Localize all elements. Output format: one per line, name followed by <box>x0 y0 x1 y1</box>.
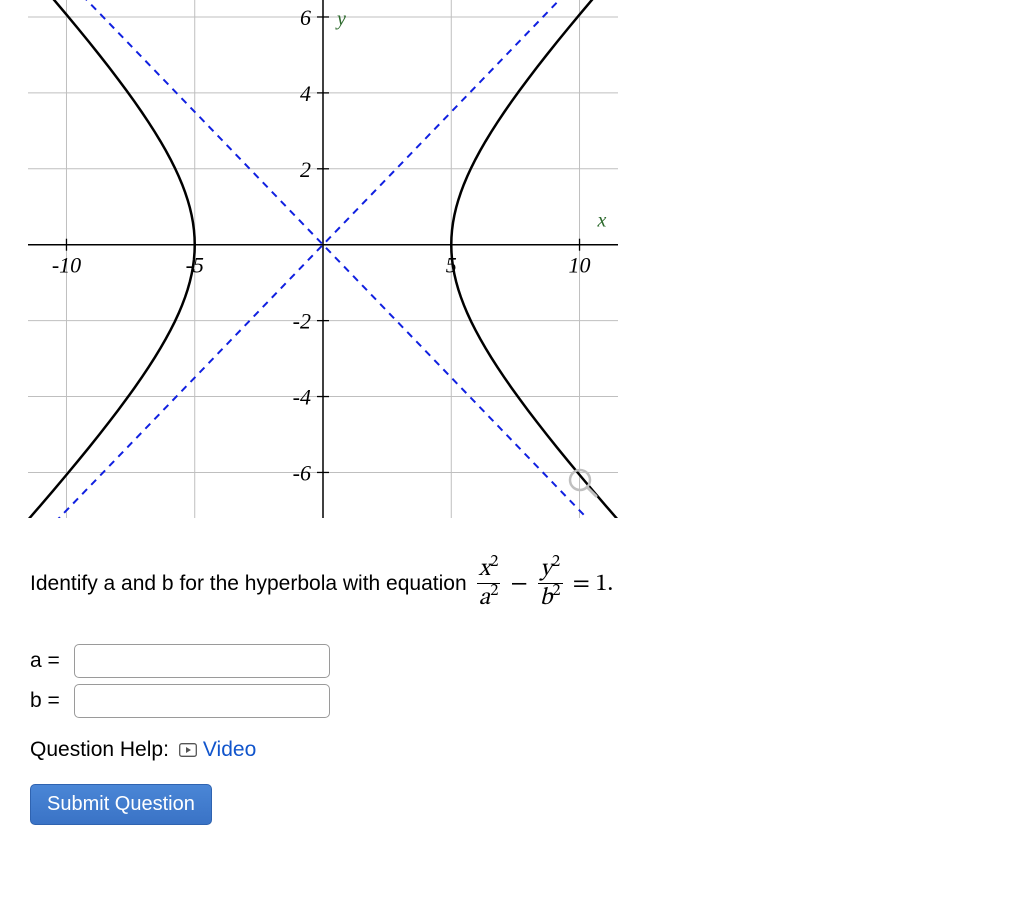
graph-svg: -10 -5 5 10 -6 -4 -2 2 4 6 x y <box>28 0 618 518</box>
svg-text:-2: -2 <box>293 309 311 334</box>
fraction-y2-b2: y2 b2 <box>538 557 563 610</box>
svg-text:2: 2 <box>300 157 311 182</box>
label-a: a = <box>30 649 74 673</box>
hyperbola-graph: -10 -5 5 10 -6 -4 -2 2 4 6 x y <box>28 0 994 523</box>
svg-text:y: y <box>335 8 346 30</box>
svg-text:4: 4 <box>300 81 311 106</box>
input-b[interactable] <box>74 684 330 718</box>
fraction-x2-a2: x2 a2 <box>477 557 501 610</box>
question-page: -10 -5 5 10 -6 -4 -2 2 4 6 x y Identify a and b for… <box>0 0 1024 855</box>
svg-text:-10: -10 <box>52 253 81 278</box>
svg-text:x: x <box>597 210 607 232</box>
svg-text:10: 10 <box>569 253 591 278</box>
svg-text:-5: -5 <box>186 253 204 278</box>
svg-text:5: 5 <box>446 253 457 278</box>
input-row-a: a = <box>30 644 994 678</box>
equals-one: = 1. <box>573 569 614 599</box>
input-a[interactable] <box>74 644 330 678</box>
svg-text:6: 6 <box>300 5 311 30</box>
input-row-b: b = <box>30 684 994 718</box>
video-link[interactable]: Video <box>179 738 256 762</box>
question-help: Question Help: Video <box>30 738 994 762</box>
label-b: b = <box>30 689 74 713</box>
equation: x2 a2 − y2 b2 = 1. <box>473 557 614 610</box>
submit-question-button[interactable]: Submit Question <box>30 784 212 825</box>
svg-text:-4: -4 <box>293 385 311 410</box>
minus-sign: − <box>510 569 527 599</box>
help-label: Question Help: <box>30 738 169 762</box>
video-label: Video <box>203 738 256 762</box>
question-prompt: Identify a and b for the hyperbola with … <box>30 557 994 610</box>
prompt-text: Identify a and b for the hyperbola with … <box>30 572 467 596</box>
answer-inputs: a = b = <box>30 644 994 718</box>
svg-text:-6: -6 <box>293 460 311 485</box>
play-video-icon <box>179 743 197 757</box>
